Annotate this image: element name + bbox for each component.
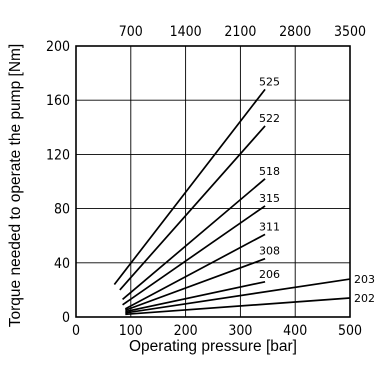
y-tick-labels: 0 40 80 120 160 200 bbox=[46, 39, 70, 326]
series-labels: 525 522 518 315 311 308 206 203 202 bbox=[259, 75, 375, 305]
secondary-x-tick-label: 700 bbox=[119, 24, 143, 40]
y-tick-label: 200 bbox=[46, 39, 70, 55]
x-axis-title: Operating pressure [bar] bbox=[129, 338, 297, 355]
x-tick-label: 500 bbox=[338, 323, 362, 339]
grid bbox=[76, 46, 350, 317]
x-tick-label: 200 bbox=[174, 323, 198, 339]
series-label-308: 308 bbox=[259, 245, 280, 258]
x-tick-label: 0 bbox=[72, 323, 80, 339]
series-lines bbox=[113, 88, 351, 316]
secondary-x-tick-label: 3500 bbox=[334, 24, 366, 40]
secondary-x-tick-labels: 700 1400 2100 2800 3500 bbox=[119, 24, 366, 40]
y-tick-label: 40 bbox=[54, 256, 70, 272]
x-tick-label: 400 bbox=[283, 323, 307, 339]
x-tick-label: 300 bbox=[228, 323, 252, 339]
series-label-311: 311 bbox=[259, 220, 280, 233]
series-line-202 bbox=[125, 297, 351, 316]
series-line-308 bbox=[125, 257, 266, 312]
series-line-525 bbox=[113, 88, 266, 285]
series-line-315 bbox=[122, 205, 266, 306]
series-label-202: 202 bbox=[354, 292, 375, 305]
y-tick-label: 80 bbox=[54, 202, 70, 218]
x-tick-labels: 0 100 200 300 400 500 bbox=[72, 323, 362, 339]
series-line-203 bbox=[125, 278, 351, 314]
y-tick-label: 0 bbox=[62, 310, 70, 326]
series-line-518 bbox=[122, 178, 266, 301]
series-label-522: 522 bbox=[259, 112, 280, 125]
series-label-525: 525 bbox=[259, 75, 280, 88]
series-line-206 bbox=[125, 280, 266, 313]
series-label-518: 518 bbox=[259, 165, 280, 178]
y-tick-label: 120 bbox=[46, 147, 70, 163]
plot-frame bbox=[75, 45, 351, 318]
series-label-315: 315 bbox=[259, 192, 280, 205]
secondary-x-tick-label: 1400 bbox=[170, 24, 202, 40]
series-line-522 bbox=[119, 125, 266, 291]
secondary-x-tick-label: 2100 bbox=[224, 24, 256, 40]
y-axis-title: Torque needed to operate the pump [Nm] bbox=[7, 44, 24, 328]
series-label-203: 203 bbox=[354, 273, 375, 286]
y-tick-label: 160 bbox=[46, 93, 70, 109]
secondary-x-tick-label: 2800 bbox=[279, 24, 311, 40]
series-line-311 bbox=[124, 233, 266, 310]
series-label-206: 206 bbox=[259, 268, 280, 281]
x-tick-label: 100 bbox=[119, 323, 143, 339]
